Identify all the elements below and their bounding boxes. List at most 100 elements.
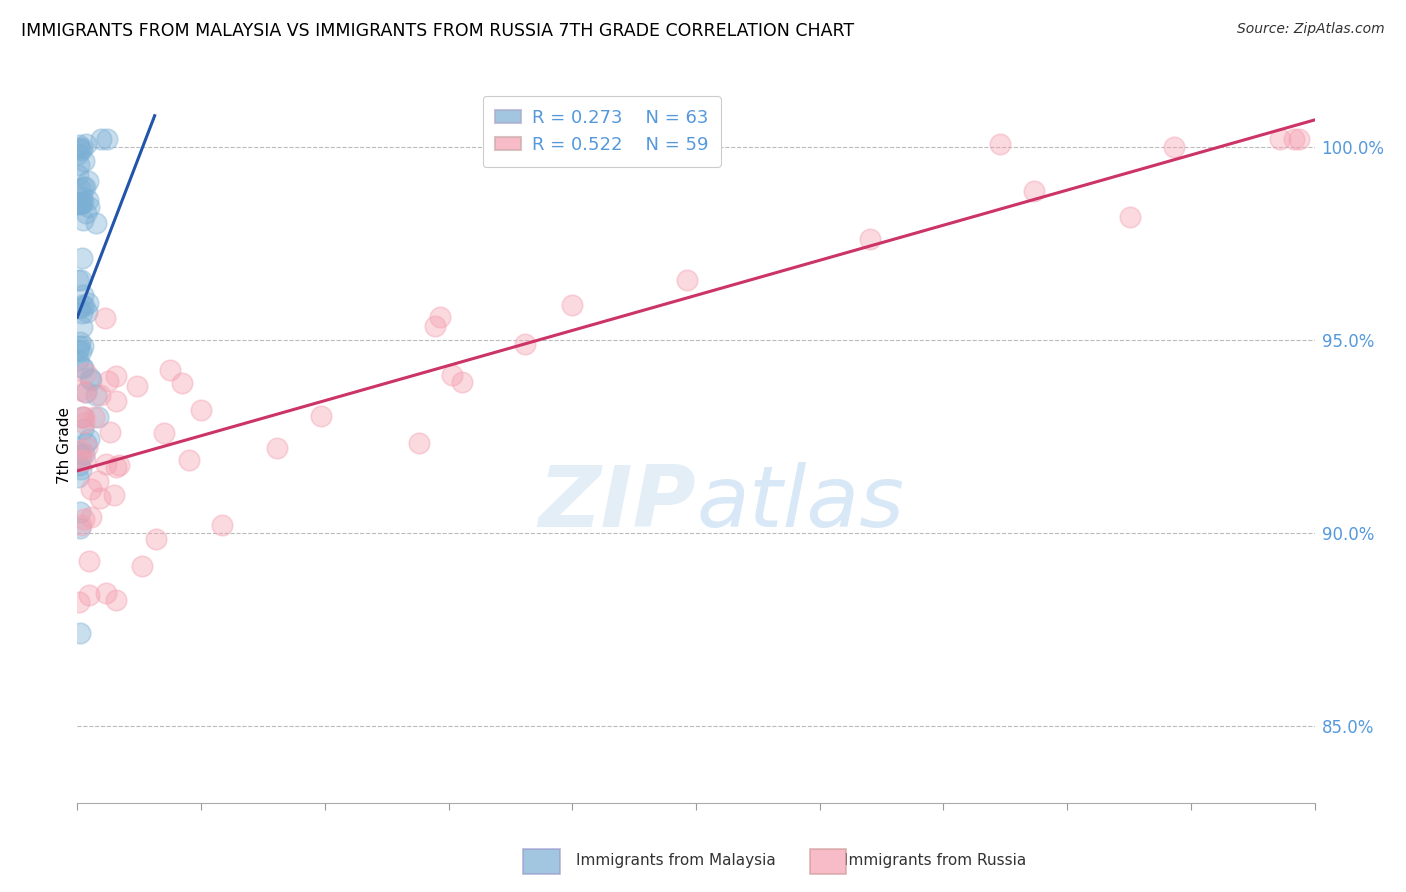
Point [89,491,111,506]
Point [75,206,97,220]
Point [80,374,103,388]
Point [77,296,100,310]
Text: ZIP: ZIP [538,461,696,545]
Text: IMMIGRANTS FROM MALAYSIA VS IMMIGRANTS FROM RUSSIA 7TH GRADE CORRELATION CHART: IMMIGRANTS FROM MALAYSIA VS IMMIGRANTS F… [21,22,855,40]
Point [145,532,167,546]
Point [72,409,94,424]
Point [83,410,105,425]
Point [87,410,110,425]
Point [69,335,91,350]
Point [1119,211,1142,225]
Point [67,196,90,211]
Point [69,521,91,535]
Text: atlas: atlas [696,461,904,545]
Point [69,182,91,196]
Point [859,232,882,246]
Point [1163,139,1185,153]
Point [70,306,93,320]
Point [441,368,464,382]
Point [84,388,107,402]
Point [80,483,103,497]
Point [72,213,94,227]
Point [1282,132,1305,146]
Point [73,179,96,194]
Point [153,425,176,440]
Point [67,595,90,609]
Point [87,474,110,488]
Point [67,301,90,316]
Point [108,458,131,473]
Point [76,440,98,454]
Point [170,376,193,390]
Point [69,144,91,158]
Point [1022,184,1045,198]
Point [80,509,103,524]
Point [75,366,97,380]
Point [69,448,91,462]
Point [73,453,96,467]
Point [211,517,233,532]
Point [75,385,97,400]
Point [73,385,96,400]
Point [408,436,430,450]
Point [70,141,93,155]
Point [96,132,118,146]
Point [72,195,94,210]
Point [69,505,91,519]
Point [73,447,96,461]
Point [67,353,90,368]
Point [67,168,90,182]
Legend: R = 0.273    N = 63, R = 0.522    N = 59: R = 0.273 N = 63, R = 0.522 N = 59 [482,96,721,167]
Point [72,361,94,376]
Point [70,344,93,359]
Point [70,360,93,375]
Point [309,409,332,424]
Point [66,470,89,484]
Point [66,147,89,161]
Point [105,459,128,474]
Point [513,336,536,351]
Point [451,375,474,389]
Point [190,403,212,417]
Point [70,251,93,265]
Point [429,310,451,324]
Text: Immigrants from Russia: Immigrants from Russia [844,854,1026,868]
Point [77,200,100,214]
Point [675,273,697,287]
Point [66,343,89,357]
Point [89,132,111,146]
Point [104,394,127,409]
Point [67,458,90,472]
Point [67,197,90,211]
Point [70,195,93,210]
Point [67,339,90,353]
Point [103,487,125,501]
Point [266,441,288,455]
Point [423,319,446,334]
Point [75,435,97,450]
Point [72,180,94,194]
Point [77,554,100,568]
Point [79,371,101,385]
Text: Source: ZipAtlas.com: Source: ZipAtlas.com [1237,22,1385,37]
Point [76,193,98,207]
Point [70,517,93,532]
Point [70,298,93,312]
Point [69,626,91,640]
Point [84,216,107,230]
Point [77,588,100,602]
Point [72,287,94,301]
Text: Immigrants from Malaysia: Immigrants from Malaysia [576,854,776,868]
Point [69,453,91,467]
Point [104,369,127,384]
Point [94,586,117,600]
Point [70,462,93,476]
Point [990,136,1012,151]
Point [177,453,200,467]
Point [69,141,91,155]
Point [77,174,100,188]
Point [561,298,583,312]
Point [159,363,181,377]
Y-axis label: 7th Grade: 7th Grade [56,408,72,484]
Point [97,374,120,388]
